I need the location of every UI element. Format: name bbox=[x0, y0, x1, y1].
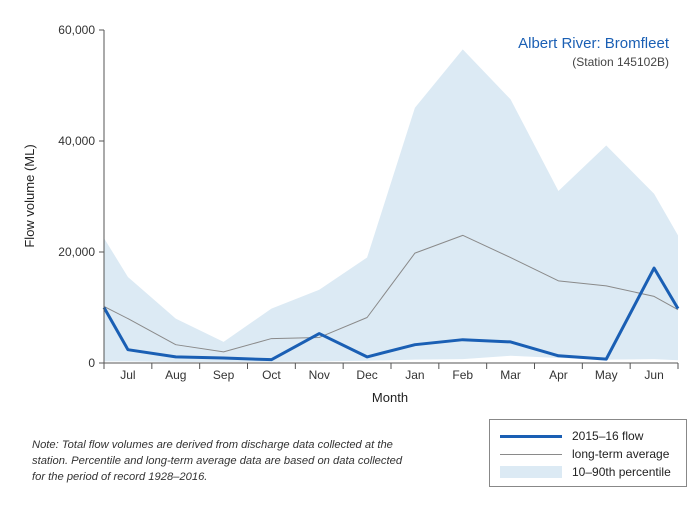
x-tick-label: Aug bbox=[165, 368, 186, 382]
legend-swatch-percentile bbox=[500, 466, 562, 478]
x-tick-label: Sep bbox=[213, 368, 235, 382]
legend: 2015–16 flow long-term average 10–90th p… bbox=[489, 419, 687, 487]
percentile-band-layer bbox=[104, 49, 678, 362]
legend-label-flow: 2015–16 flow bbox=[572, 429, 644, 443]
x-tick-label: Feb bbox=[452, 368, 473, 382]
legend-swatch-flow bbox=[500, 435, 562, 438]
y-tick-label: 20,000 bbox=[58, 245, 95, 259]
series-line-long-term-average bbox=[103, 234, 679, 353]
x-tick-label: May bbox=[595, 368, 618, 382]
legend-item-average: long-term average bbox=[490, 446, 686, 464]
x-axis-title: Month bbox=[372, 390, 408, 405]
x-tick-label: Apr bbox=[549, 368, 568, 382]
legend-item-percentile: 10–90th percentile bbox=[490, 464, 686, 482]
x-tick-label: Mar bbox=[500, 368, 521, 382]
legend-swatch-average bbox=[500, 454, 562, 455]
y-axis-title: Flow volume (ML) bbox=[22, 144, 37, 247]
x-tick-label: Dec bbox=[356, 368, 377, 382]
x-tick-label: Jul bbox=[120, 368, 135, 382]
series-line-2015-16-flow bbox=[102, 266, 680, 362]
chart-title: Albert River: Bromfleet bbox=[518, 35, 670, 52]
axes-layer: 0 20,000 40,000 60,000 Jul Aug Sep Oct Nov Dec Jan… bbox=[58, 23, 679, 382]
footnote: Note: Total flow volumes are derived fro… bbox=[32, 439, 403, 483]
x-tick-label: Oct bbox=[262, 368, 281, 382]
y-tick-label: 60,000 bbox=[58, 23, 95, 37]
band-10-90th-percentile bbox=[104, 49, 678, 362]
x-tick-label: Jun bbox=[644, 368, 663, 382]
legend-label-percentile: 10–90th percentile bbox=[572, 465, 671, 479]
legend-item-flow: 2015–16 flow bbox=[490, 428, 686, 446]
legend-label-average: long-term average bbox=[572, 447, 670, 461]
x-tick-label: Jan bbox=[405, 368, 424, 382]
chart-subtitle: (Station 145102B) bbox=[572, 55, 669, 69]
y-tick-label: 0 bbox=[88, 356, 95, 370]
y-tick-label: 40,000 bbox=[58, 134, 95, 148]
series-lines-layer bbox=[102, 234, 680, 362]
x-tick-label: Nov bbox=[309, 368, 330, 382]
